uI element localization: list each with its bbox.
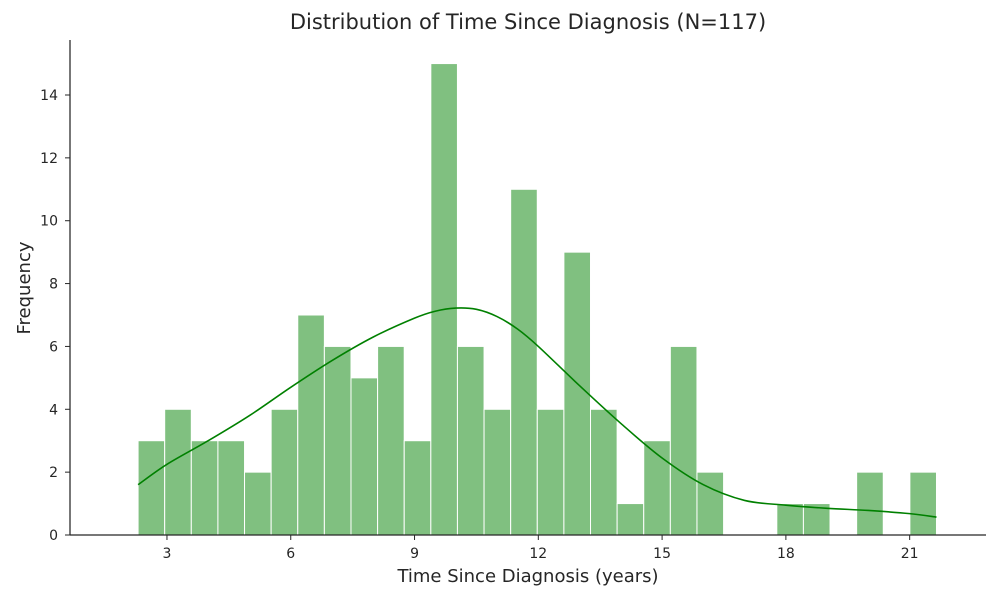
histogram-bar (377, 345, 405, 536)
x-ticks-group: 3 6 9 12 15 18 21 (163, 535, 919, 562)
histogram-bar (776, 503, 804, 536)
histogram-bar (643, 440, 671, 536)
histogram-bar (563, 251, 592, 536)
histogram-bar (297, 314, 325, 536)
y-tick-label: 0 (49, 528, 58, 544)
x-tick-label: 21 (901, 546, 919, 562)
x-tick-label: 3 (163, 546, 172, 562)
y-tick-label: 14 (40, 88, 58, 104)
histogram-bar (190, 440, 219, 536)
x-tick-label: 18 (777, 546, 795, 562)
histogram-bar (456, 345, 485, 536)
x-tick-label: 12 (529, 546, 547, 562)
y-tick-label: 10 (40, 214, 58, 230)
histogram-bar (244, 471, 272, 536)
y-axis-title: Frequency (14, 241, 35, 334)
histogram-bar (483, 408, 512, 536)
histogram-bar (137, 440, 166, 536)
x-axis-title: Time Since Diagnosis (years) (396, 566, 658, 587)
y-tick-label: 8 (49, 277, 58, 293)
histogram-bar (403, 440, 432, 536)
histogram-bar (430, 63, 458, 536)
histogram-bar (669, 345, 698, 536)
histogram-bar (536, 408, 565, 536)
histogram-bar (270, 408, 299, 536)
y-tick-label: 6 (49, 339, 58, 355)
y-ticks-group: 0 2 4 6 8 10 12 14 (40, 88, 70, 544)
x-tick-label: 15 (653, 546, 671, 562)
histogram-bar (909, 471, 937, 536)
histogram-bar (323, 345, 352, 536)
histogram-bar (856, 471, 884, 536)
histogram-bar (164, 408, 192, 536)
y-tick-label: 4 (49, 402, 58, 418)
y-tick-label: 12 (40, 151, 58, 167)
x-tick-label: 6 (286, 546, 295, 562)
bars-group (137, 63, 937, 536)
histogram-bar (510, 188, 538, 536)
y-tick-label: 2 (49, 465, 58, 481)
histogram-bar (217, 440, 246, 536)
histogram-bar (616, 503, 645, 536)
histogram-bar (696, 471, 725, 536)
chart-title: Distribution of Time Since Diagnosis (N=… (290, 10, 766, 34)
histogram-bar (590, 408, 618, 536)
x-tick-label: 9 (410, 546, 419, 562)
histogram-bar (350, 377, 379, 536)
kde-curve (137, 307, 937, 518)
